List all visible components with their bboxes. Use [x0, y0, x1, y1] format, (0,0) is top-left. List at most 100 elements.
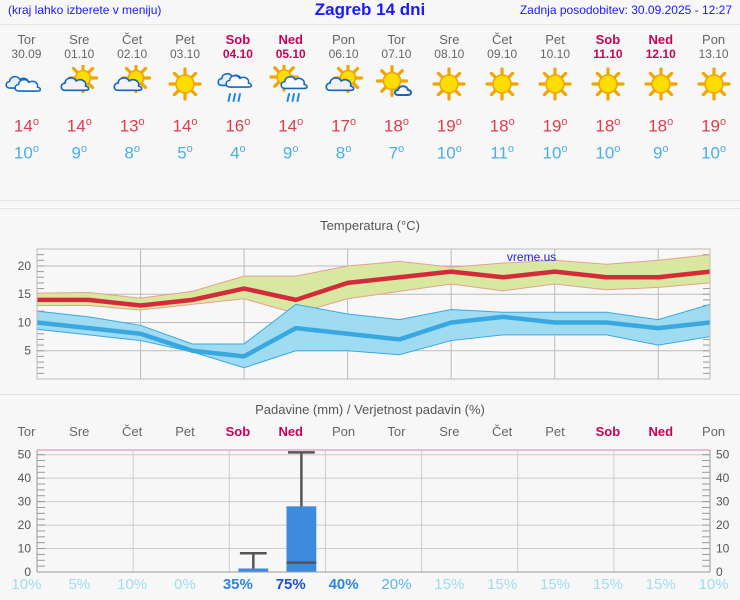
sun-rain-icon [267, 65, 315, 105]
rain-icon [214, 65, 262, 105]
temp-min: 9o [282, 142, 299, 163]
day-date: 01.10 [64, 47, 95, 61]
strip-divider-top [0, 200, 740, 201]
temp-max: 18o [383, 116, 409, 136]
temp-min: 8o [335, 142, 352, 163]
precip-probability: 75% [275, 576, 306, 593]
precip-day-label: Sob [595, 424, 621, 439]
forecast-day-column[interactable]: Sob 11.10 18o 10o [581, 26, 634, 198]
svg-text:5: 5 [24, 344, 31, 358]
temp-min: 4o [230, 142, 246, 163]
sunny-icon [478, 65, 526, 105]
precip-day-label: Pon [702, 424, 726, 439]
day-of-week: Ned [278, 32, 303, 47]
day-of-week: Pon [702, 32, 726, 47]
temp-max: 14o [13, 116, 39, 136]
temperature-chart-title: Temperatura (°C) [320, 218, 420, 233]
svg-text:30: 30 [716, 495, 730, 509]
temp-min: 5o [177, 142, 193, 163]
forecast-day-column[interactable]: Pon 06.10 17o 8o [317, 26, 370, 198]
precip-day-label: Pet [545, 424, 565, 439]
precipitation-chart-title: Padavine (mm) / Verjetnost padavin (%) [255, 402, 485, 417]
forecast-day-strip: Tor 30.09 14o 10o Sre 01.10 14o 9o Čet 02.10 13… [0, 26, 740, 198]
temp-max: 14o [172, 116, 198, 136]
forecast-day-column[interactable]: Tor 30.09 14o 10o [0, 26, 53, 198]
day-of-week: Tor [17, 32, 36, 47]
day-date: 05.10 [275, 47, 306, 61]
precip-day-label: Pet [175, 424, 195, 439]
forecast-day-column[interactable]: Čet 09.10 18o 11o [476, 26, 529, 198]
svg-text:20: 20 [18, 518, 32, 532]
precip-probability: 10% [117, 576, 148, 593]
precip-day-label: Čet [492, 424, 513, 439]
svg-text:vreme.us: vreme.us [507, 250, 556, 264]
day-of-week: Pet [545, 32, 565, 47]
svg-text:50: 50 [716, 448, 730, 462]
temp-max: 17o [331, 116, 357, 136]
day-date: 13.10 [698, 47, 729, 61]
svg-text:0: 0 [24, 565, 31, 578]
precipitation-probability-row: 10% 5% 10% 0% 35% 75% 40% 20% 15% 15% 15% 15% 15% 10% [0, 576, 740, 593]
forecast-day-column[interactable]: Pet 03.10 14o 5o [159, 26, 212, 198]
precip-day-label: Ned [648, 424, 674, 439]
day-of-week: Sre [69, 32, 90, 47]
precip-day-label: Ned [278, 424, 303, 439]
svg-text:50: 50 [18, 448, 32, 462]
day-date: 06.10 [328, 47, 359, 61]
precip-probability: 20% [381, 576, 412, 593]
temp-max: 19o [701, 116, 727, 136]
forecast-day-column[interactable]: Sre 08.10 19o 10o [423, 26, 476, 198]
precip-day-label: Sre [439, 424, 460, 439]
day-date: 11.10 [593, 47, 623, 61]
precip-day-label: Sob [225, 424, 251, 439]
forecast-day-column[interactable]: Pon 13.10 19o 10o [687, 26, 740, 198]
forecast-day-column[interactable]: Sob 04.10 16o 4o [211, 26, 264, 198]
precip-probability: 15% [645, 576, 676, 593]
precipitation-chart-plot: 0 0 10 10 20 20 30 30 40 40 50 50 [18, 448, 730, 578]
day-of-week: Pet [175, 32, 195, 47]
temp-max: 18o [489, 116, 515, 136]
day-of-week: Sob [225, 32, 251, 47]
day-date: 04.10 [222, 47, 253, 61]
precip-probability: 15% [540, 576, 571, 593]
header-divider [0, 24, 740, 25]
svg-text:15: 15 [18, 287, 32, 301]
forecast-day-column[interactable]: Ned 12.10 18o 9o [634, 26, 687, 198]
precip-day-label: Pon [332, 424, 356, 439]
svg-text:30: 30 [18, 495, 32, 509]
day-of-week: Pon [332, 32, 356, 47]
precip-probability: 15% [434, 576, 465, 593]
sunny-icon [161, 65, 209, 105]
temp-min: 10o [13, 142, 39, 163]
precip-probability: 40% [328, 576, 359, 593]
precip-probability: 10% [11, 576, 42, 593]
svg-text:20: 20 [18, 259, 32, 273]
day-of-week: Čet [492, 32, 513, 47]
precip-day-label: Tor [387, 424, 406, 439]
day-of-week: Tor [387, 32, 406, 47]
sunny-icon [425, 65, 473, 105]
day-date: 07.10 [381, 47, 412, 61]
forecast-day-column[interactable]: Čet 02.10 13o 8o [106, 26, 159, 198]
precip-probability: 35% [222, 576, 253, 593]
precip-day-label: Tor [17, 424, 36, 439]
forecast-day-column[interactable]: Ned 05.10 14o 9o [264, 26, 317, 198]
temp-max: 19o [542, 116, 568, 136]
forecast-day-column[interactable]: Sre 01.10 14o 9o [53, 26, 106, 198]
chart-divider [0, 394, 740, 395]
forecast-day-column[interactable]: Pet 10.10 19o 10o [529, 26, 582, 198]
forecast-day-column[interactable]: Tor 07.10 18o 7o [370, 26, 423, 198]
page-header: (kraj lahko izberete v meniju) Zagreb 14… [0, 0, 740, 22]
temp-min: 9o [652, 142, 669, 163]
precipitation-chart: Padavine (mm) / Verjetnost padavin (%) [0, 402, 740, 417]
precip-probability: 15% [592, 576, 623, 593]
partly-sunny-icon [108, 65, 156, 105]
partly-sunny-icon [55, 65, 103, 105]
day-of-week: Sob [595, 32, 621, 47]
temp-max: 18o [648, 116, 674, 136]
svg-text:40: 40 [716, 471, 730, 485]
temp-max: 16o [225, 116, 251, 136]
precip-probability: 5% [68, 576, 91, 593]
svg-text:40: 40 [18, 471, 32, 485]
location-note: (kraj lahko izberete v meniju) [8, 3, 162, 17]
